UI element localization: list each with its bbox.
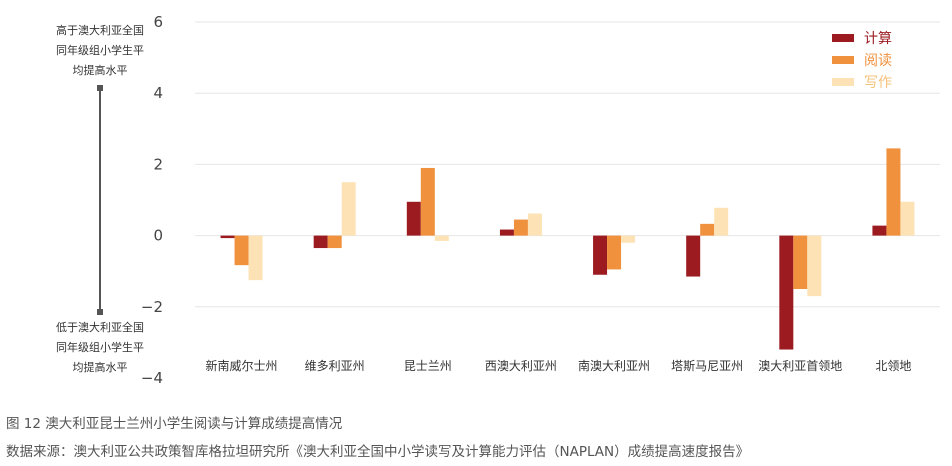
- bar-2-2: [327, 235, 342, 249]
- legend-swatch: [832, 34, 854, 42]
- category-label: 昆士兰州: [404, 359, 452, 373]
- bar-2-3: [420, 167, 435, 236]
- bar-2-6: [700, 223, 715, 236]
- legend-swatch: [832, 56, 854, 64]
- legend-label: 阅读: [864, 52, 892, 69]
- legend-label: 写作: [864, 75, 892, 91]
- category-label: 新南威尔士州: [206, 358, 278, 373]
- category-label: 西澳大利亚州: [485, 359, 557, 373]
- y-tick-label: 6: [153, 13, 163, 31]
- figure-source: 数据来源：澳大利亚公共政策智库格拉坦研究所《澳大利亚全国中小学读写及计算能力评估…: [6, 444, 750, 460]
- note-below-line-1: 低于澳大利亚全国: [56, 320, 144, 334]
- note-above-line-3: 均提高水平: [73, 63, 128, 77]
- bar-3-3: [434, 235, 449, 241]
- note-above-line-1: 高于澳大利亚全国: [56, 23, 144, 37]
- note-below-line-3: 均提高水平: [73, 360, 128, 374]
- y-tick-label: −4: [141, 369, 163, 387]
- y-tick-label: 0: [153, 227, 163, 245]
- category-label: 塔斯马尼亚州: [671, 359, 743, 373]
- y-axis-ticks: 6 4 2 0 −2 −4: [141, 13, 163, 387]
- figure-caption: 图 12 澳大利亚昆士兰州小学生阅读与计算成绩提高情况: [6, 416, 343, 432]
- note-above-line-2: 同年级组小学生平: [56, 43, 144, 57]
- bar-2-8: [886, 148, 901, 236]
- bar-1-2: [313, 235, 328, 249]
- bar-3-7: [807, 235, 822, 297]
- bar-1-8: [872, 225, 887, 236]
- y-tick-label: −2: [141, 298, 163, 316]
- bar-1-1: [220, 235, 235, 239]
- legend-label: 计算: [864, 31, 892, 47]
- gridlines: [195, 21, 940, 308]
- bar-3-1: [248, 235, 263, 281]
- y-tick-label: 4: [153, 84, 163, 102]
- note-below-line-2: 同年级组小学生平: [56, 340, 144, 354]
- bar-3-6: [714, 207, 729, 236]
- bar-3-8: [900, 201, 915, 236]
- bar-1-7: [779, 235, 794, 350]
- bar-3-4: [527, 213, 542, 236]
- side-annotations: 高于澳大利亚全国 同年级组小学生平 均提高水平 低于澳大利亚全国 同年级组小学生…: [56, 23, 144, 374]
- bars: [220, 148, 915, 350]
- bar-3-5: [621, 235, 636, 243]
- category-label: 南澳大利亚州: [578, 358, 650, 373]
- bar-1-3: [406, 201, 421, 236]
- bar-1-5: [593, 235, 608, 275]
- bar-2-7: [793, 235, 808, 289]
- bar-1-4: [499, 229, 514, 236]
- arrow-top-cap: [97, 85, 103, 91]
- bar-2-4: [513, 219, 528, 236]
- bar-3-2: [341, 182, 356, 236]
- category-label: 澳大利亚首领地: [758, 359, 842, 373]
- category-label: 维多利亚州: [305, 359, 365, 373]
- category-label: 北领地: [875, 359, 911, 373]
- bar-2-5: [607, 235, 622, 270]
- y-tick-label: 2: [153, 155, 163, 173]
- bar-2-1: [234, 235, 249, 266]
- x-axis-categories: 新南威尔士州 维多利亚州 昆士兰州 西澳大利亚州 南澳大利亚州 塔斯马尼亚州 澳大利亚首领地…: [206, 358, 912, 373]
- bar-1-6: [686, 235, 701, 277]
- arrow-bottom-cap: [97, 309, 103, 315]
- legend-swatch: [832, 78, 854, 86]
